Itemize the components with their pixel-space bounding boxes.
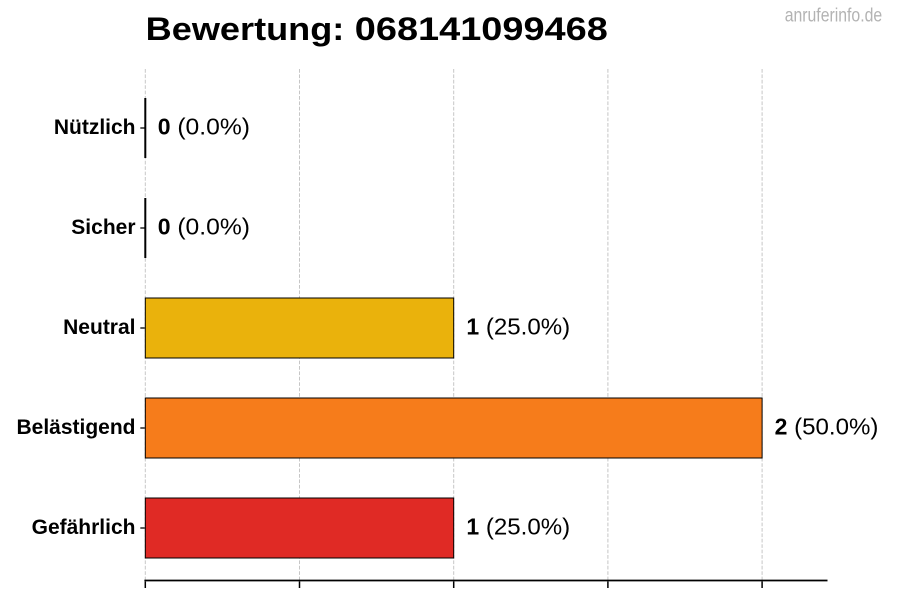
svg-text:2 (50.0%): 2 (50.0%): [775, 414, 879, 440]
svg-text:0 (0.0%): 0 (0.0%): [158, 114, 250, 140]
svg-text:Sicher: Sicher: [71, 216, 135, 239]
svg-text:0 (0.0%): 0 (0.0%): [158, 214, 250, 240]
svg-text:068141099468: 068141099468: [355, 11, 608, 47]
svg-text:anruferinfo.de: anruferinfo.de: [785, 6, 883, 27]
svg-text:Bewertung:: Bewertung:: [146, 11, 345, 47]
svg-text:Neutral: Neutral: [63, 316, 135, 339]
svg-text:Gefährlich: Gefährlich: [32, 516, 136, 539]
svg-text:1 (25.0%): 1 (25.0%): [466, 514, 570, 540]
svg-text:1 (25.0%): 1 (25.0%): [466, 314, 570, 340]
svg-text:Nützlich: Nützlich: [54, 116, 136, 139]
svg-text:Belästigend: Belästigend: [16, 416, 135, 439]
